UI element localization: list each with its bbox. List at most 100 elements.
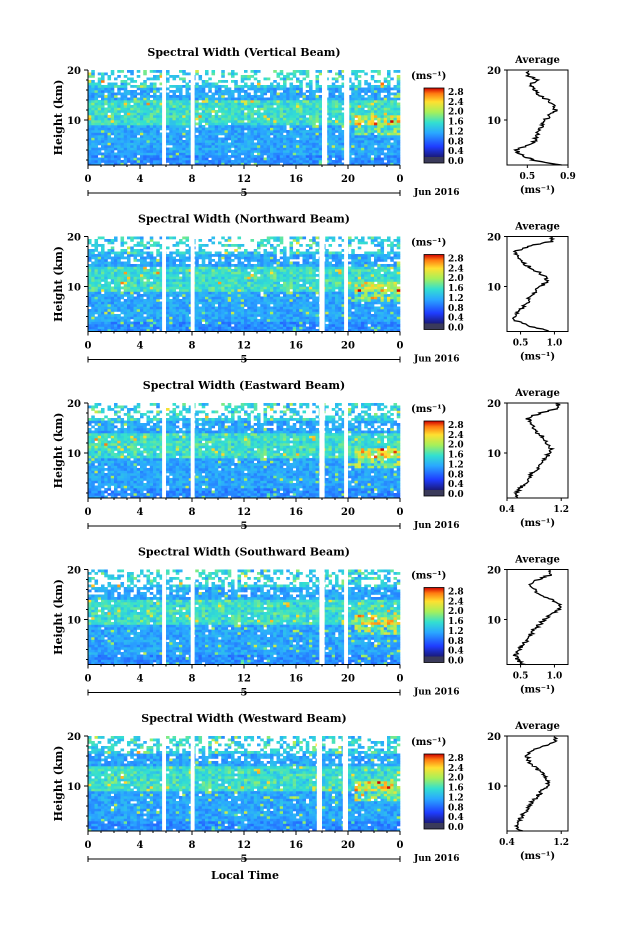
heatmap-cell <box>127 264 131 267</box>
heatmap-cell <box>383 102 388 106</box>
heatmap-cell <box>172 266 177 270</box>
heatmap-cell <box>224 157 229 161</box>
heatmap-cell <box>312 112 316 116</box>
heatmap-cell <box>130 117 134 121</box>
heatmap-cell <box>140 115 144 118</box>
heatmap-cell <box>387 145 391 148</box>
heatmap-cell <box>380 152 385 156</box>
heatmap-cell <box>234 321 238 325</box>
heatmap-cell <box>227 274 232 277</box>
heatmap-cell <box>257 115 261 118</box>
heatmap-cell <box>296 92 300 96</box>
heatmap-cell <box>91 72 95 76</box>
heatmap-cell <box>283 87 287 91</box>
heatmap-cell <box>273 70 277 73</box>
heatmap-cell <box>237 311 242 315</box>
heatmap-cell <box>107 286 112 290</box>
heatmap-cell <box>214 316 219 320</box>
heatmap-cell <box>166 77 170 81</box>
heatmap-cell <box>299 130 303 133</box>
heatmap-cell <box>260 120 264 123</box>
heatmap-cell <box>195 110 199 113</box>
heatmap-cell <box>247 306 251 310</box>
heatmap-cell <box>195 276 199 280</box>
heatmap-cell <box>159 244 164 247</box>
heatmap-cell <box>101 296 105 300</box>
heatmap-cell <box>185 266 190 270</box>
heatmap-cell <box>247 301 251 305</box>
heatmap-cell <box>107 281 112 285</box>
heatmap-cell <box>120 286 125 290</box>
heatmap-cell <box>257 321 261 325</box>
heatmap-cell <box>97 90 102 93</box>
heatmap-cell <box>185 95 190 98</box>
heatmap-cell <box>279 112 284 116</box>
heatmap-cell <box>331 115 336 118</box>
heatmap-cell <box>237 274 242 277</box>
heatmap-cell <box>149 137 154 141</box>
heatmap-cell <box>231 311 235 315</box>
heatmap-cell <box>153 321 157 325</box>
heatmap-cell <box>91 324 95 327</box>
heatmap-cell <box>91 321 95 325</box>
heatmap-cell <box>374 157 378 161</box>
heatmap-cell <box>315 97 320 101</box>
heatmap-cell <box>292 75 297 78</box>
heatmap-cell <box>114 289 118 292</box>
heatmap-cell <box>211 264 216 267</box>
heatmap-cell <box>205 145 209 148</box>
heatmap-cell <box>97 122 102 126</box>
heatmap-cell <box>169 147 173 151</box>
heatmap-cell <box>179 87 183 91</box>
heatmap-cell <box>367 107 372 111</box>
heatmap-cell <box>97 105 102 108</box>
heatmap-cell <box>123 261 128 265</box>
heatmap-cell <box>136 142 141 146</box>
heatmap-cell <box>149 306 154 310</box>
heatmap-cell <box>244 309 248 312</box>
heatmap-cell <box>133 316 138 320</box>
heatmap-cell <box>175 269 180 272</box>
heatmap-cell <box>123 80 128 83</box>
heatmap-cell <box>328 140 333 143</box>
heatmap-cell <box>185 90 190 93</box>
heatmap-cell <box>172 102 177 106</box>
heatmap-cell <box>260 274 264 277</box>
heatmap-cell <box>273 125 277 128</box>
heatmap-cell <box>214 125 219 128</box>
heatmap-cell <box>218 329 222 332</box>
heatmap-cell <box>130 95 134 98</box>
heatmap-cell <box>387 90 391 93</box>
heatmap-cell <box>357 122 362 126</box>
heatmap-cell <box>110 304 115 307</box>
heatmap-cell <box>198 306 203 310</box>
heatmap-cell <box>97 286 102 290</box>
heatmap-cell <box>133 100 138 103</box>
heatmap-cell <box>257 291 261 295</box>
heatmap-cell <box>328 105 333 108</box>
heatmap-cell <box>305 140 310 143</box>
heatmap-cell <box>114 291 118 295</box>
heatmap-cell <box>130 324 134 327</box>
heatmap-cell <box>218 85 222 88</box>
heatmap-cell <box>393 97 398 101</box>
heatmap-cell <box>101 80 105 83</box>
heatmap-cell <box>182 281 186 285</box>
heatmap-cell <box>247 311 251 315</box>
heatmap-cell <box>166 266 170 270</box>
heatmap-cell <box>188 264 193 267</box>
heatmap-cell <box>296 157 300 161</box>
heatmap-cell <box>198 266 203 270</box>
heatmap-cell <box>240 127 245 131</box>
heatmap-cell <box>94 100 99 103</box>
heatmap-cell <box>218 309 222 312</box>
heatmap-cell <box>328 90 333 93</box>
heatmap-cell <box>159 117 164 121</box>
heatmap-cell <box>361 142 365 146</box>
heatmap-cell <box>253 125 258 128</box>
heatmap-cell <box>94 249 99 252</box>
heatmap-cell <box>175 142 180 146</box>
heatmap-cell <box>257 160 261 163</box>
heatmap-cell <box>302 130 307 133</box>
heatmap-cell <box>156 117 160 121</box>
